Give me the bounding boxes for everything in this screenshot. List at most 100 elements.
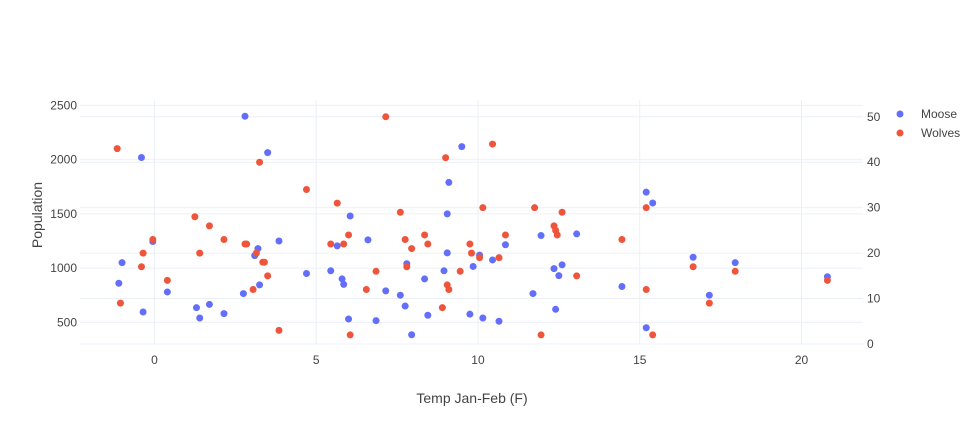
moose-point[interactable] xyxy=(689,253,697,261)
moose-point[interactable] xyxy=(115,279,123,287)
legend-item-moose[interactable]: Moose xyxy=(896,107,958,121)
wolves-point[interactable] xyxy=(163,276,171,284)
wolves-point[interactable] xyxy=(642,285,650,293)
moose-point[interactable] xyxy=(421,275,429,283)
moose-point[interactable] xyxy=(537,232,545,240)
moose-point[interactable] xyxy=(495,317,503,325)
moose-point[interactable] xyxy=(275,237,283,245)
moose-point[interactable] xyxy=(469,262,477,270)
moose-point[interactable] xyxy=(327,267,335,275)
moose-point[interactable] xyxy=(118,259,126,267)
wolves-point[interactable] xyxy=(327,240,335,248)
moose-point[interactable] xyxy=(196,314,204,322)
wolves-point[interactable] xyxy=(445,285,453,293)
moose-point[interactable] xyxy=(205,300,213,308)
moose-point[interactable] xyxy=(340,280,348,288)
moose-point[interactable] xyxy=(408,331,416,339)
wolves-point[interactable] xyxy=(731,267,739,275)
wolves-point[interactable] xyxy=(438,304,446,312)
wolves-point[interactable] xyxy=(340,240,348,248)
wolves-point[interactable] xyxy=(476,254,484,262)
wolves-point[interactable] xyxy=(618,235,626,243)
wolves-point[interactable] xyxy=(705,299,713,307)
wolves-point[interactable] xyxy=(489,140,497,148)
wolves-point[interactable] xyxy=(137,263,145,271)
moose-point[interactable] xyxy=(642,188,650,196)
moose-point[interactable] xyxy=(139,308,147,316)
wolves-point[interactable] xyxy=(113,145,121,153)
wolves-point[interactable] xyxy=(401,235,409,243)
wolves-point[interactable] xyxy=(466,240,474,248)
wolves-point[interactable] xyxy=(205,222,213,230)
wolves-point[interactable] xyxy=(396,208,404,216)
wolves-point[interactable] xyxy=(382,113,390,121)
wolves-point[interactable] xyxy=(403,263,411,271)
wolves-point[interactable] xyxy=(553,231,561,239)
wolves-point[interactable] xyxy=(139,249,147,257)
moose-point[interactable] xyxy=(558,261,566,269)
moose-point[interactable] xyxy=(396,291,404,299)
wolves-point[interactable] xyxy=(220,235,228,243)
wolves-point[interactable] xyxy=(264,272,272,280)
moose-point[interactable] xyxy=(440,267,448,275)
moose-point[interactable] xyxy=(372,317,380,325)
moose-point[interactable] xyxy=(489,256,497,264)
moose-point[interactable] xyxy=(649,199,657,207)
wolves-point[interactable] xyxy=(252,249,260,257)
wolves-point[interactable] xyxy=(537,331,545,339)
wolves-point[interactable] xyxy=(823,276,831,284)
wolves-point[interactable] xyxy=(468,249,475,257)
wolves-point[interactable] xyxy=(689,263,697,271)
moose-point[interactable] xyxy=(346,212,354,220)
moose-point[interactable] xyxy=(302,270,310,278)
moose-point[interactable] xyxy=(220,310,228,318)
wolves-point[interactable] xyxy=(149,235,157,243)
wolves-point[interactable] xyxy=(456,267,464,275)
moose-point[interactable] xyxy=(550,265,558,273)
wolves-point[interactable] xyxy=(642,204,650,212)
moose-point[interactable] xyxy=(445,178,453,186)
wolves-point[interactable] xyxy=(495,254,503,262)
wolves-point[interactable] xyxy=(558,208,566,216)
wolves-point[interactable] xyxy=(302,186,310,194)
wolves-point[interactable] xyxy=(649,331,657,339)
moose-point[interactable] xyxy=(264,149,272,157)
wolves-point[interactable] xyxy=(362,285,370,293)
moose-point[interactable] xyxy=(364,236,372,244)
wolves-point[interactable] xyxy=(256,158,264,166)
moose-point[interactable] xyxy=(137,153,145,161)
moose-point[interactable] xyxy=(333,242,341,250)
moose-point[interactable] xyxy=(466,310,474,318)
moose-point[interactable] xyxy=(424,311,432,319)
wolves-point[interactable] xyxy=(479,204,487,212)
moose-point[interactable] xyxy=(458,143,466,151)
legend-item-wolves[interactable]: Wolves xyxy=(896,126,961,140)
moose-point[interactable] xyxy=(163,288,171,296)
legend[interactable]: Moose Wolves xyxy=(896,107,961,140)
wolves-point[interactable] xyxy=(243,240,251,248)
wolves-point[interactable] xyxy=(249,285,257,293)
wolves-point[interactable] xyxy=(442,154,450,162)
moose-point[interactable] xyxy=(573,230,581,238)
wolves-point[interactable] xyxy=(531,204,539,212)
wolves-point[interactable] xyxy=(345,231,353,239)
moose-point[interactable] xyxy=(338,275,346,283)
moose-point[interactable] xyxy=(529,290,537,298)
moose-point[interactable] xyxy=(552,305,560,313)
wolves-point[interactable] xyxy=(372,267,380,275)
wolves-point[interactable] xyxy=(408,245,416,253)
wolves-point[interactable] xyxy=(421,231,429,239)
moose-point[interactable] xyxy=(731,259,739,267)
moose-point[interactable] xyxy=(239,290,247,298)
moose-point[interactable] xyxy=(443,249,451,257)
wolves-point[interactable] xyxy=(333,199,341,207)
moose-point[interactable] xyxy=(479,314,487,322)
wolves-point[interactable] xyxy=(424,240,432,248)
moose-point[interactable] xyxy=(241,112,249,120)
wolves-point[interactable] xyxy=(501,231,509,239)
moose-point[interactable] xyxy=(705,291,713,299)
moose-point[interactable] xyxy=(192,304,200,312)
wolves-point[interactable] xyxy=(346,331,354,339)
wolves-point[interactable] xyxy=(260,258,268,266)
moose-point[interactable] xyxy=(345,315,353,323)
